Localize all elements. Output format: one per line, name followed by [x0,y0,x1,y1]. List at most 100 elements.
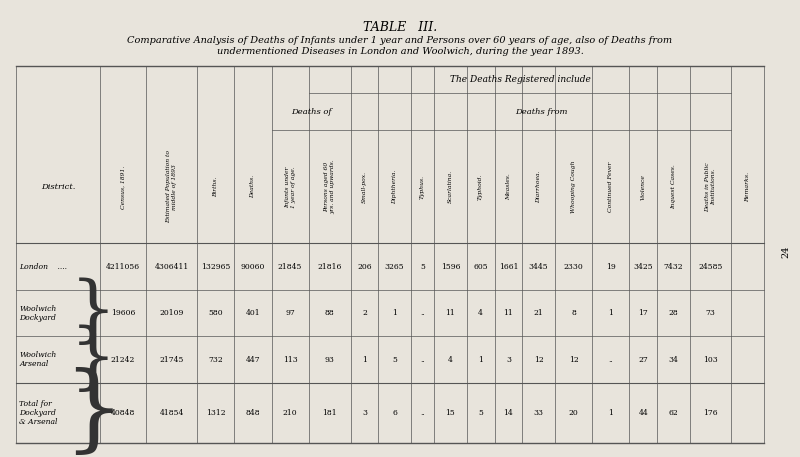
Text: Measles.: Measles. [506,174,511,200]
Text: 21242: 21242 [110,356,135,364]
Text: 21816: 21816 [318,263,342,271]
Text: Whooping Cough: Whooping Cough [571,161,576,213]
Text: 176: 176 [703,409,718,417]
Text: 28: 28 [669,309,678,317]
Text: 19606: 19606 [110,309,135,317]
Text: 3265: 3265 [385,263,405,271]
Text: 21: 21 [534,309,543,317]
Text: 1: 1 [392,309,397,317]
Text: Persons aged 60
yrs. and upwards.: Persons aged 60 yrs. and upwards. [324,159,335,214]
Text: 3: 3 [506,356,511,364]
Text: Remarks.: Remarks. [746,172,750,202]
Text: 732: 732 [209,356,223,364]
Text: 97: 97 [286,309,295,317]
Text: Diphtheria.: Diphtheria. [392,170,397,204]
Text: 1: 1 [608,409,613,417]
Text: 14: 14 [503,409,514,417]
Text: }: } [63,367,124,457]
Text: Deaths of: Deaths of [290,107,331,116]
Text: Woolwich
Dockyard: Woolwich Dockyard [19,304,57,322]
Text: 4: 4 [478,309,483,317]
Text: 2330: 2330 [564,263,583,271]
Text: 1: 1 [608,309,613,317]
Text: 1661: 1661 [498,263,518,271]
Text: 113: 113 [282,356,298,364]
Text: Census, 1891.: Census, 1891. [120,165,126,208]
Text: 401: 401 [246,309,260,317]
Text: District.: District. [41,183,75,191]
Text: 24585: 24585 [698,263,722,271]
Text: ..: .. [420,356,425,364]
Text: Comparative Analysis of Deaths of Infants under 1 year and Persons over 60 years: Comparative Analysis of Deaths of Infant… [127,36,673,45]
Text: Deaths from: Deaths from [514,107,567,116]
Text: 33: 33 [534,409,544,417]
Text: 5: 5 [420,263,425,271]
Text: 62: 62 [669,409,678,417]
Text: 206: 206 [357,263,372,271]
Text: }: } [70,324,117,395]
Text: 12: 12 [569,356,578,364]
Text: Infants under
1 year of age.: Infants under 1 year of age. [285,166,295,208]
Text: 21845: 21845 [278,263,302,271]
Text: 848: 848 [246,409,260,417]
Text: 21745: 21745 [159,356,184,364]
Text: 210: 210 [282,409,298,417]
Text: Deaths in Public
Institutions.: Deaths in Public Institutions. [705,162,716,212]
Text: 1: 1 [478,356,483,364]
Text: 44: 44 [638,409,648,417]
Text: 8: 8 [571,309,576,317]
Text: 93: 93 [325,356,334,364]
Text: ..: .. [420,309,425,317]
Text: 11: 11 [446,309,455,317]
Text: Small-pox.: Small-pox. [362,171,367,203]
Text: 41854: 41854 [159,409,184,417]
Text: 19: 19 [606,263,615,271]
Text: 5: 5 [392,356,397,364]
Text: 1: 1 [362,356,367,364]
Text: ..: .. [608,356,613,364]
Text: 4306411: 4306411 [154,263,189,271]
Text: 34: 34 [669,356,678,364]
Text: 103: 103 [703,356,718,364]
Text: 12: 12 [534,356,543,364]
Text: Diarrhoea.: Diarrhoea. [536,170,541,203]
Text: 1596: 1596 [441,263,460,271]
Text: The Deaths Registered include: The Deaths Registered include [450,75,590,84]
Text: Typhoid.: Typhoid. [478,174,483,200]
Text: 90060: 90060 [241,263,265,271]
Text: Continued Fever: Continued Fever [608,162,613,212]
Text: 605: 605 [474,263,488,271]
Text: 580: 580 [209,309,223,317]
Text: 73: 73 [706,309,715,317]
Text: 1312: 1312 [206,409,226,417]
Text: 20109: 20109 [159,309,184,317]
Text: Estimated Population to
middle of 1893: Estimated Population to middle of 1893 [166,150,177,223]
Text: 40848: 40848 [110,409,135,417]
Text: 3: 3 [362,409,367,417]
Text: TABLE   III.: TABLE III. [363,21,437,33]
Text: 88: 88 [325,309,334,317]
Text: 2: 2 [362,309,367,317]
Text: 4211056: 4211056 [106,263,140,271]
Text: 20: 20 [569,409,578,417]
Text: Typhus.: Typhus. [420,175,425,199]
Text: undermentioned Diseases in London and Woolwich, during the year 1893.: undermentioned Diseases in London and Wo… [217,47,583,56]
Text: 3425: 3425 [634,263,653,271]
Text: Violence: Violence [641,174,646,200]
Text: 17: 17 [638,309,648,317]
Text: 27: 27 [638,356,648,364]
Text: 15: 15 [446,409,455,417]
Text: }: } [70,278,117,348]
Text: Woolwich
Arsenal: Woolwich Arsenal [19,351,57,368]
Text: ..: .. [420,409,425,417]
Text: 7432: 7432 [663,263,683,271]
Text: 181: 181 [322,409,337,417]
Text: 132965: 132965 [201,263,230,271]
Text: Inquest Cases.: Inquest Cases. [671,165,676,209]
Text: 3445: 3445 [529,263,549,271]
Text: 24: 24 [781,245,790,258]
Text: 447: 447 [246,356,260,364]
Text: Deaths.: Deaths. [250,175,255,198]
Text: Scarlatina.: Scarlatina. [448,170,453,203]
Text: 4: 4 [448,356,453,364]
